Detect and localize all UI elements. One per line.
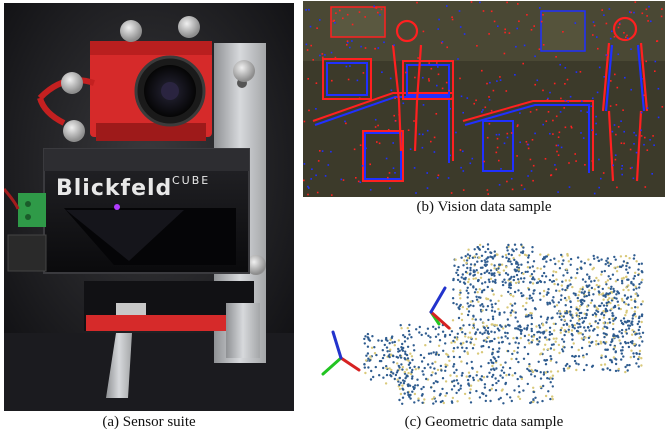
geometric-data-pointcloud bbox=[303, 224, 665, 413]
axes-icon bbox=[429, 286, 451, 330]
axes-icon bbox=[321, 330, 361, 376]
point-cloud-visualization bbox=[303, 224, 665, 413]
vision-data-image bbox=[303, 1, 665, 197]
sensor-suite-photo: Blickfeld CUBE bbox=[4, 3, 294, 411]
svg-text:CUBE: CUBE bbox=[172, 174, 210, 187]
caption-c: (c) Geometric data sample bbox=[404, 414, 564, 430]
blickfeld-logo: Blickfeld bbox=[56, 176, 172, 201]
sensor-suite-illustration: Blickfeld CUBE bbox=[4, 3, 294, 411]
event-camera-visualization bbox=[303, 1, 665, 197]
caption-b: (b) Vision data sample bbox=[416, 199, 552, 215]
caption-a: (a) Sensor suite bbox=[102, 414, 196, 430]
